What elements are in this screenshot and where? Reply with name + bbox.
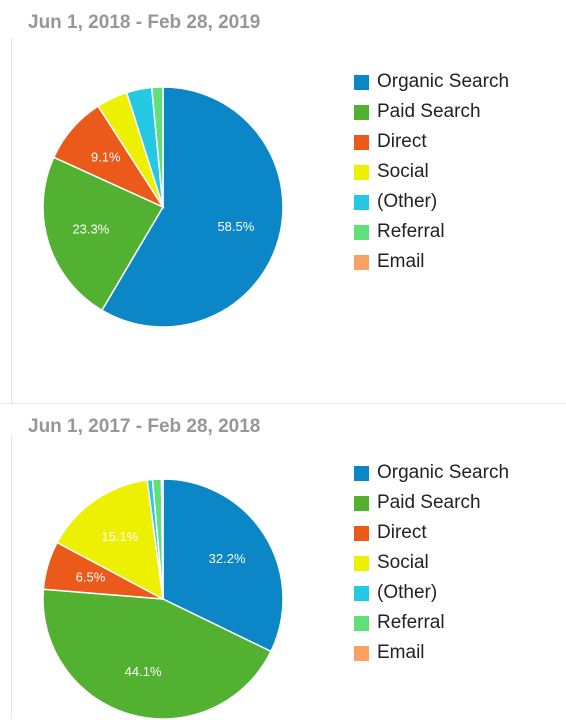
chart-panel-2017-2018: Jun 1, 2017 - Feb 28, 2018 32.2% 44.1% 6.5…: [0, 403, 566, 720]
pie-slice-referral[interactable]: [150, 86, 164, 208]
legend-swatch: [354, 526, 369, 541]
legend-label: Referral: [377, 221, 445, 242]
legend-label: Social: [377, 552, 429, 573]
legend-swatch: [354, 556, 369, 571]
pie-slice-organic-search[interactable]: [162, 478, 284, 653]
pie-slice-organic-search[interactable]: [100, 86, 284, 328]
legend-label: Email: [377, 642, 425, 663]
pie-slice-paid-search[interactable]: [42, 156, 165, 312]
legend-label: Referral: [377, 612, 445, 633]
legend-swatch: [354, 646, 369, 661]
slice-percent-label: 15.1%: [101, 529, 138, 544]
legend-swatch: [354, 195, 369, 210]
slice-percent-label: 44.1%: [125, 664, 162, 679]
legend-swatch: [354, 466, 369, 481]
pie-slice-email[interactable]: [160, 478, 164, 600]
legend-label: Direct: [377, 522, 427, 543]
legend-label: Paid Search: [377, 101, 481, 122]
slice-percent-label: 32.2%: [209, 551, 246, 566]
date-range-title: Jun 1, 2017 - Feb 28, 2018: [28, 416, 261, 437]
panel-divider-line: [11, 38, 12, 403]
legend-swatch: [354, 225, 369, 240]
legend-label: Paid Search: [377, 492, 481, 513]
slice-percent-label: 6.5%: [76, 570, 106, 585]
slice-percent-label: 9.1%: [91, 150, 121, 165]
legend-swatch: [354, 586, 369, 601]
slice-percent-label: 23.3%: [72, 222, 109, 237]
legend-swatch: [354, 165, 369, 180]
panel-divider-line: [11, 436, 12, 719]
legend-swatch: [354, 105, 369, 120]
legend-swatch: [354, 255, 369, 270]
legend-swatch: [354, 496, 369, 511]
pie-slice-paid-search[interactable]: [42, 588, 272, 720]
legend-swatch: [354, 135, 369, 150]
legend-label: (Other): [377, 582, 438, 603]
chart-panel-2018-2019: Jun 1, 2018 - Feb 28, 2019 58.5% 23.3% 9.1…: [28, 12, 510, 328]
legend-label: Social: [377, 161, 429, 182]
legend-swatch: [354, 616, 369, 631]
legend-label: Email: [377, 251, 425, 272]
date-range-title: Jun 1, 2018 - Feb 28, 2019: [28, 12, 261, 33]
pie-chart: 32.2% 44.1% 6.5% 15.1%: [42, 478, 284, 720]
legend-label: (Other): [377, 191, 438, 212]
pie-chart: 58.5% 23.3% 9.1%: [42, 86, 284, 328]
pie-slice-social[interactable]: [56, 479, 164, 601]
legend-label: Direct: [377, 131, 427, 152]
legend-label: Organic Search: [377, 462, 510, 483]
slice-percent-label: 58.5%: [217, 219, 254, 234]
legend-swatch: [354, 75, 369, 90]
legend-label: Organic Search: [377, 71, 510, 92]
